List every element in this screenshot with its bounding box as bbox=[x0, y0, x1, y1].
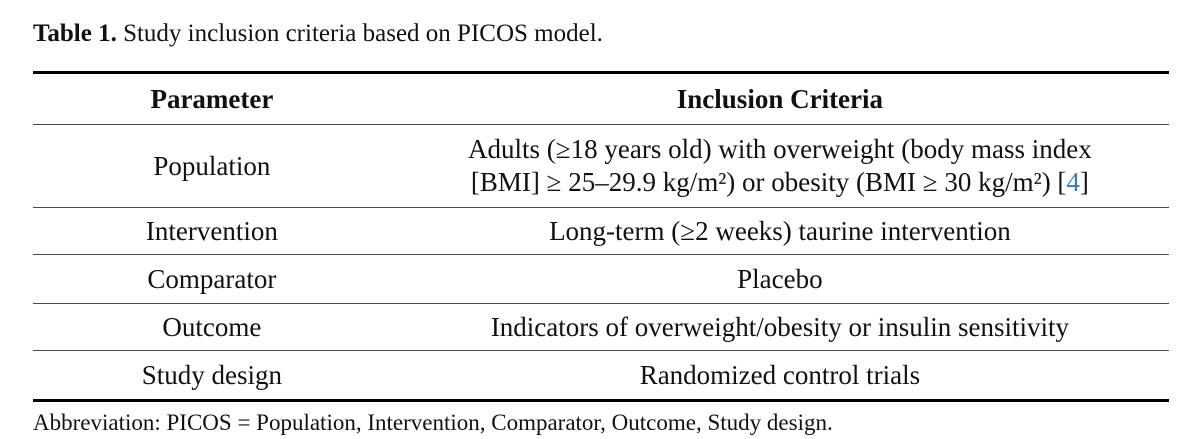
parameter-cell: Intervention bbox=[145, 215, 278, 246]
criteria-cell: Randomized control trials bbox=[639, 359, 921, 390]
criteria-cell: Indicators of overweight/obesity or insu… bbox=[490, 311, 1069, 342]
criteria-cell: Long-term (≥2 weeks) taurine interventio… bbox=[549, 215, 1011, 246]
criteria-line2: [BMI] ≥ 25–29.9 kg/m²) or obesity (BMI ≥… bbox=[470, 167, 1067, 197]
table-row-outcome: Outcome Indicators of overweight/obesity… bbox=[33, 304, 1169, 351]
parameter-cell: Study design bbox=[141, 359, 283, 390]
citation-link-4[interactable]: 4 bbox=[1066, 167, 1080, 197]
table-header-row: Parameter Inclusion Criteria bbox=[33, 74, 1169, 125]
table-caption-label: Table 1. bbox=[33, 20, 117, 47]
criteria-line2-end: ] bbox=[1079, 167, 1089, 197]
criteria-cell: Placebo bbox=[737, 263, 823, 294]
column-header-parameter: Parameter bbox=[150, 83, 274, 114]
table-caption: Table 1. Study inclusion criteria based … bbox=[33, 18, 1169, 50]
column-header-inclusion-criteria: Inclusion Criteria bbox=[676, 83, 884, 114]
table-row-comparator: Comparator Placebo bbox=[33, 255, 1169, 304]
parameter-cell: Comparator bbox=[147, 263, 277, 294]
table-row-population: Population Adults (≥18 years old) with o… bbox=[33, 125, 1169, 208]
picos-table: Parameter Inclusion Criteria Population … bbox=[33, 71, 1169, 402]
criteria-cell: Adults (≥18 years old) with overweight (… bbox=[391, 133, 1169, 199]
table-caption-text: Study inclusion criteria based on PICOS … bbox=[116, 20, 603, 47]
parameter-cell: Outcome bbox=[162, 311, 262, 342]
table-row-study-design: Study design Randomized control trials bbox=[33, 351, 1169, 399]
criteria-line1: Adults (≥18 years old) with overweight (… bbox=[468, 134, 1092, 164]
table-row-intervention: Intervention Long-term (≥2 weeks) taurin… bbox=[33, 208, 1169, 255]
parameter-cell: Population bbox=[153, 150, 271, 181]
table-footnote: Abbreviation: PICOS = Population, Interv… bbox=[33, 410, 833, 435]
